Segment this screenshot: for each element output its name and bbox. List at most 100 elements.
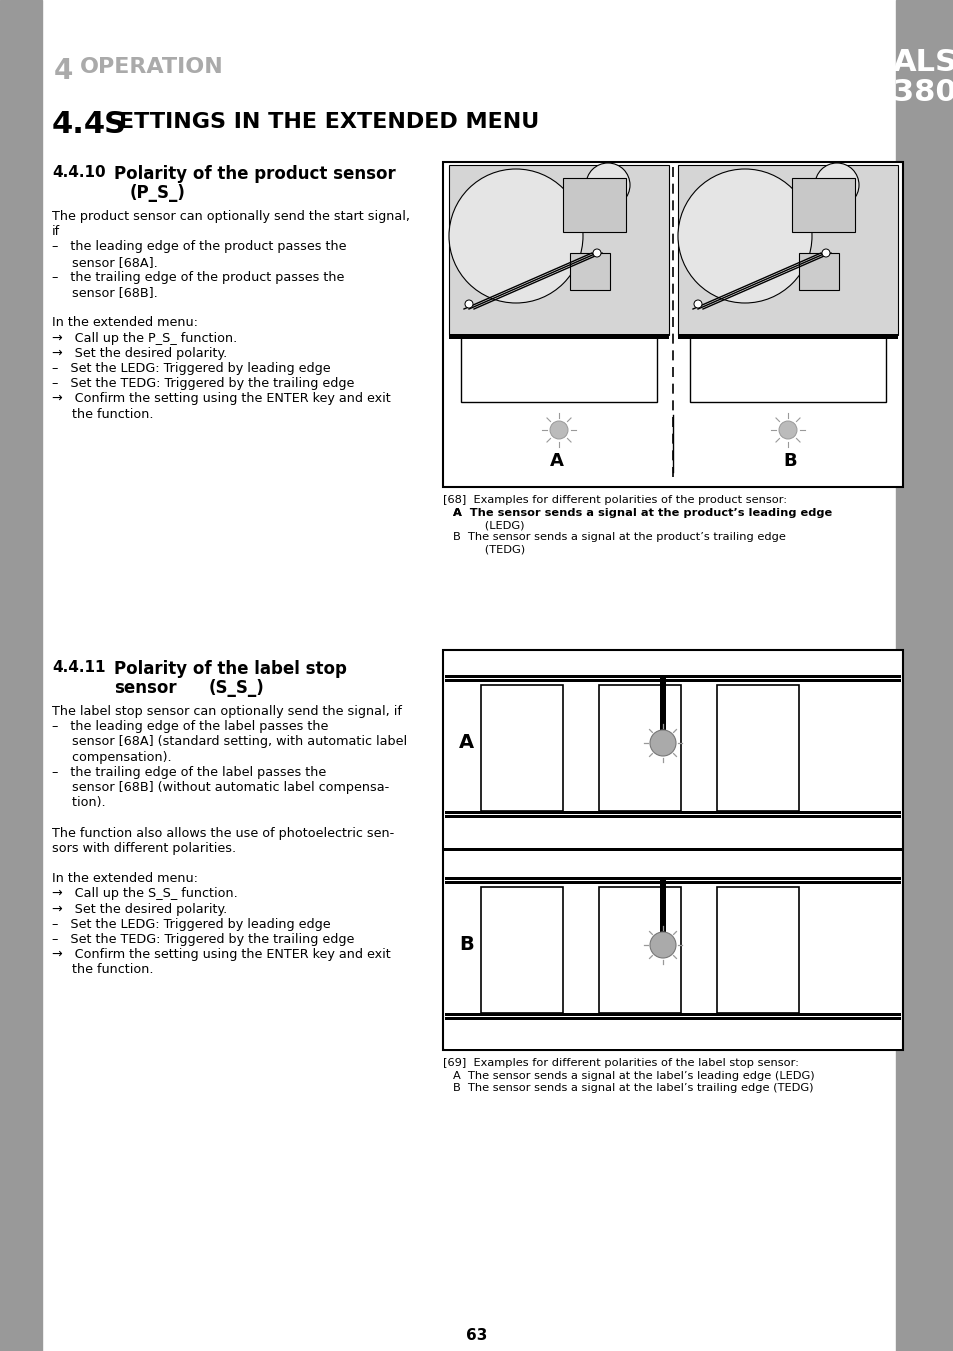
Circle shape	[585, 163, 629, 207]
Text: B  The sensor sends a signal at the label’s trailing edge (TEDG): B The sensor sends a signal at the label…	[453, 1084, 813, 1093]
Text: Polarity of the label stop: Polarity of the label stop	[113, 661, 347, 678]
Bar	[444, 815, 900, 817]
Circle shape	[449, 169, 582, 303]
Circle shape	[814, 163, 858, 207]
Bar	[480, 685, 562, 811]
Text: ALS: ALS	[892, 49, 953, 77]
Circle shape	[649, 932, 676, 958]
Bar	[678, 334, 897, 339]
Text: sensor [68B] (without automatic label compensa-: sensor [68B] (without automatic label co…	[52, 781, 389, 794]
Bar	[678, 165, 897, 335]
Text: B: B	[782, 453, 796, 470]
Bar	[449, 165, 668, 335]
Text: Polarity of the product sensor: Polarity of the product sensor	[113, 165, 395, 182]
Bar	[444, 881, 900, 884]
Text: 4.4.11: 4.4.11	[52, 661, 106, 676]
Text: 4: 4	[54, 57, 73, 85]
Circle shape	[779, 422, 796, 439]
Text: 4.4: 4.4	[52, 109, 106, 139]
Bar	[569, 253, 609, 290]
Text: In the extended menu:: In the extended menu:	[52, 316, 198, 330]
Bar	[895, 0, 953, 1351]
Circle shape	[464, 300, 473, 308]
Bar	[562, 178, 625, 232]
Bar	[799, 253, 838, 290]
Text: →   Set the desired polarity.: → Set the desired polarity.	[52, 347, 227, 359]
Text: A  The sensor sends a signal at the product’s leading edge: A The sensor sends a signal at the produ…	[453, 508, 831, 517]
Bar	[460, 335, 657, 403]
Bar	[444, 680, 900, 682]
Text: B  The sensor sends a signal at the product’s trailing edge: B The sensor sends a signal at the produ…	[453, 532, 785, 542]
Text: (TEDG): (TEDG)	[462, 544, 524, 554]
Text: (S_S_): (S_S_)	[209, 680, 265, 697]
Bar	[444, 877, 900, 880]
Text: In the extended menu:: In the extended menu:	[52, 873, 198, 885]
Bar	[659, 676, 665, 730]
Text: The product sensor can optionally send the start signal,: The product sensor can optionally send t…	[52, 209, 410, 223]
Text: –   Set the LEDG: Triggered by leading edge: – Set the LEDG: Triggered by leading edg…	[52, 362, 331, 376]
Text: (P_S_): (P_S_)	[130, 184, 186, 203]
Text: →   Call up the S_S_ function.: → Call up the S_S_ function.	[52, 888, 237, 900]
Text: →   Confirm the setting using the ENTER key and exit: → Confirm the setting using the ENTER ke…	[52, 948, 391, 961]
Circle shape	[678, 169, 811, 303]
Circle shape	[649, 730, 676, 757]
Bar	[480, 888, 562, 1013]
Bar	[717, 888, 799, 1013]
Text: B: B	[458, 935, 474, 955]
Bar	[444, 854, 900, 1048]
Text: 380: 380	[892, 78, 953, 107]
Text: (LEDG): (LEDG)	[462, 520, 524, 530]
Bar	[444, 1013, 900, 1016]
Circle shape	[593, 249, 600, 257]
Text: tion).: tion).	[52, 796, 106, 809]
Bar	[449, 334, 668, 339]
Bar	[442, 650, 902, 1050]
Bar	[791, 178, 854, 232]
Bar	[659, 877, 665, 932]
Circle shape	[693, 300, 701, 308]
Text: A: A	[453, 508, 461, 517]
Bar	[442, 162, 902, 486]
Text: –   the trailing edge of the product passes the: – the trailing edge of the product passe…	[52, 270, 344, 284]
Bar	[442, 848, 902, 851]
Text: the function.: the function.	[52, 963, 153, 977]
Text: –   Set the TEDG: Triggered by the trailing edge: – Set the TEDG: Triggered by the trailin…	[52, 377, 354, 390]
Circle shape	[821, 249, 829, 257]
Text: –   the leading edge of the product passes the: – the leading edge of the product passes…	[52, 240, 346, 254]
Text: OPERATION: OPERATION	[80, 57, 224, 77]
Text: S: S	[104, 109, 126, 139]
Text: →   Confirm the setting using the ENTER key and exit: → Confirm the setting using the ENTER ke…	[52, 392, 391, 405]
Text: –   Set the LEDG: Triggered by leading edge: – Set the LEDG: Triggered by leading edg…	[52, 917, 331, 931]
Text: A: A	[458, 734, 474, 753]
Text: sors with different polarities.: sors with different polarities.	[52, 842, 236, 855]
Text: sensor [68B].: sensor [68B].	[52, 286, 157, 299]
Bar	[444, 811, 900, 815]
Text: the function.: the function.	[52, 408, 153, 420]
Text: The function also allows the use of photoelectric sen-: The function also allows the use of phot…	[52, 827, 394, 839]
Text: [68]  Examples for different polarities of the product sensor:: [68] Examples for different polarities o…	[442, 494, 786, 505]
Text: →   Call up the P_S_ function.: → Call up the P_S_ function.	[52, 331, 237, 345]
Text: A: A	[550, 453, 563, 470]
Text: [69]  Examples for different polarities of the label stop sensor:: [69] Examples for different polarities o…	[442, 1058, 799, 1069]
Text: if: if	[52, 226, 60, 238]
Bar	[444, 653, 900, 847]
Text: –   the leading edge of the label passes the: – the leading edge of the label passes t…	[52, 720, 328, 734]
Bar	[598, 685, 680, 811]
Bar	[0, 0, 42, 1351]
Text: compensation).: compensation).	[52, 751, 172, 763]
Bar	[717, 685, 799, 811]
Bar	[444, 676, 900, 678]
Text: –   the trailing edge of the label passes the: – the trailing edge of the label passes …	[52, 766, 326, 778]
Circle shape	[550, 422, 567, 439]
Text: A  The sensor sends a signal at the label’s leading edge (LEDG): A The sensor sends a signal at the label…	[453, 1071, 814, 1081]
Text: sensor [68A] (standard setting, with automatic label: sensor [68A] (standard setting, with aut…	[52, 735, 407, 748]
Text: ETTINGS IN THE EXTENDED MENU: ETTINGS IN THE EXTENDED MENU	[119, 112, 538, 132]
Text: 63: 63	[466, 1328, 487, 1343]
Text: The label stop sensor can optionally send the signal, if: The label stop sensor can optionally sen…	[52, 705, 401, 717]
Text: →   Set the desired polarity.: → Set the desired polarity.	[52, 902, 227, 916]
Bar	[598, 888, 680, 1013]
Bar	[689, 335, 885, 403]
Text: –   Set the TEDG: Triggered by the trailing edge: – Set the TEDG: Triggered by the trailin…	[52, 934, 354, 946]
Text: sensor [68A].: sensor [68A].	[52, 255, 157, 269]
Bar	[444, 1017, 900, 1020]
